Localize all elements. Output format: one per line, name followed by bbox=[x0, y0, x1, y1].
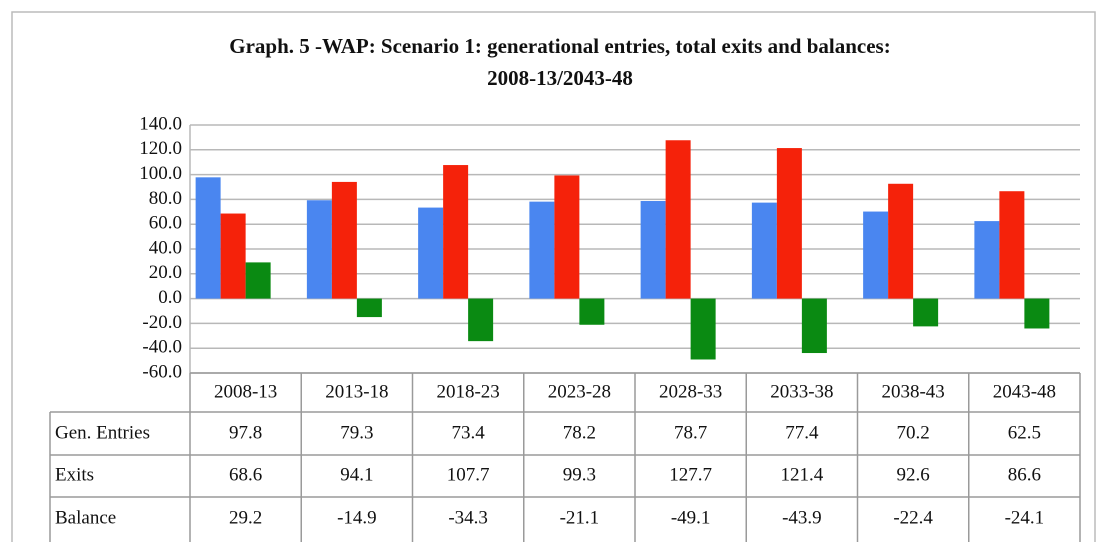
bar bbox=[690, 298, 716, 360]
chart-border bbox=[11, 11, 1096, 542]
bar bbox=[999, 191, 1025, 299]
x-tick-label: 2013-18 bbox=[325, 381, 388, 402]
x-tick-label: 2008-13 bbox=[214, 381, 277, 402]
table-value: 68.6 bbox=[229, 464, 262, 485]
y-tick-label: 40.0 bbox=[149, 237, 182, 258]
table-value: 94.1 bbox=[340, 464, 373, 485]
table-value: 78.2 bbox=[563, 422, 596, 443]
y-tick-label: -40.0 bbox=[142, 337, 182, 358]
bar bbox=[640, 201, 666, 299]
legend-label: Gen. Entries bbox=[55, 422, 150, 443]
table-value: 92.6 bbox=[897, 464, 930, 485]
bar bbox=[195, 177, 221, 299]
table-value: -43.9 bbox=[782, 507, 822, 528]
bar bbox=[751, 202, 777, 299]
bar bbox=[913, 298, 939, 327]
chart-title: 2008-13/2043-48 bbox=[487, 66, 633, 90]
bar bbox=[801, 298, 827, 354]
bar bbox=[245, 262, 271, 299]
bar bbox=[418, 207, 444, 299]
x-tick-label: 2033-38 bbox=[770, 381, 833, 402]
y-tick-label: -20.0 bbox=[142, 312, 182, 333]
bar bbox=[776, 148, 802, 299]
y-tick-label: -60.0 bbox=[142, 361, 182, 382]
y-tick-label: 80.0 bbox=[149, 188, 182, 209]
bar bbox=[331, 181, 357, 299]
bar bbox=[863, 211, 889, 299]
y-tick-label: 120.0 bbox=[139, 138, 182, 159]
table-value: 107.7 bbox=[447, 464, 490, 485]
table-value: 99.3 bbox=[563, 464, 596, 485]
table-value: -21.1 bbox=[560, 507, 600, 528]
x-tick-label: 2038-43 bbox=[881, 381, 944, 402]
table-value: 73.4 bbox=[452, 422, 486, 443]
table-value: -24.1 bbox=[1005, 507, 1045, 528]
x-tick-label: 2043-48 bbox=[993, 381, 1056, 402]
bar bbox=[974, 221, 1000, 299]
table-value: 97.8 bbox=[229, 422, 262, 443]
table-value: 121.4 bbox=[781, 464, 824, 485]
y-tick-label: 0.0 bbox=[158, 287, 182, 308]
table-value: 29.2 bbox=[229, 507, 262, 528]
x-tick-label: 2023-28 bbox=[548, 381, 611, 402]
bar bbox=[306, 200, 332, 299]
y-tick-label: 140.0 bbox=[139, 113, 182, 134]
bar bbox=[443, 165, 469, 299]
bar bbox=[356, 298, 382, 318]
table-value: 79.3 bbox=[340, 422, 373, 443]
bar bbox=[579, 298, 605, 325]
bar bbox=[529, 201, 555, 299]
bar bbox=[1024, 298, 1050, 329]
legend-label: Balance bbox=[55, 507, 116, 528]
table-value: -14.9 bbox=[337, 507, 377, 528]
bar bbox=[554, 175, 580, 299]
table-value: 62.5 bbox=[1008, 422, 1041, 443]
table-value: -49.1 bbox=[671, 507, 711, 528]
x-tick-label: 2028-33 bbox=[659, 381, 722, 402]
table-value: 78.7 bbox=[674, 422, 707, 443]
table-value: 77.4 bbox=[785, 422, 819, 443]
table-value: -22.4 bbox=[893, 507, 933, 528]
legend-label: Exits bbox=[55, 464, 94, 485]
bar bbox=[220, 213, 246, 299]
y-tick-label: 20.0 bbox=[149, 262, 182, 283]
x-tick-label: 2018-23 bbox=[436, 381, 499, 402]
chart-title: Graph. 5 -WAP: Scenario 1: generational … bbox=[229, 34, 890, 58]
table-value: 70.2 bbox=[897, 422, 930, 443]
bar bbox=[665, 140, 691, 299]
table-value: 127.7 bbox=[669, 464, 712, 485]
bar bbox=[468, 298, 494, 342]
table-value: -34.3 bbox=[448, 507, 488, 528]
table-value: 86.6 bbox=[1008, 464, 1041, 485]
bar bbox=[888, 183, 914, 299]
y-tick-label: 60.0 bbox=[149, 213, 182, 234]
y-tick-label: 100.0 bbox=[139, 163, 182, 184]
